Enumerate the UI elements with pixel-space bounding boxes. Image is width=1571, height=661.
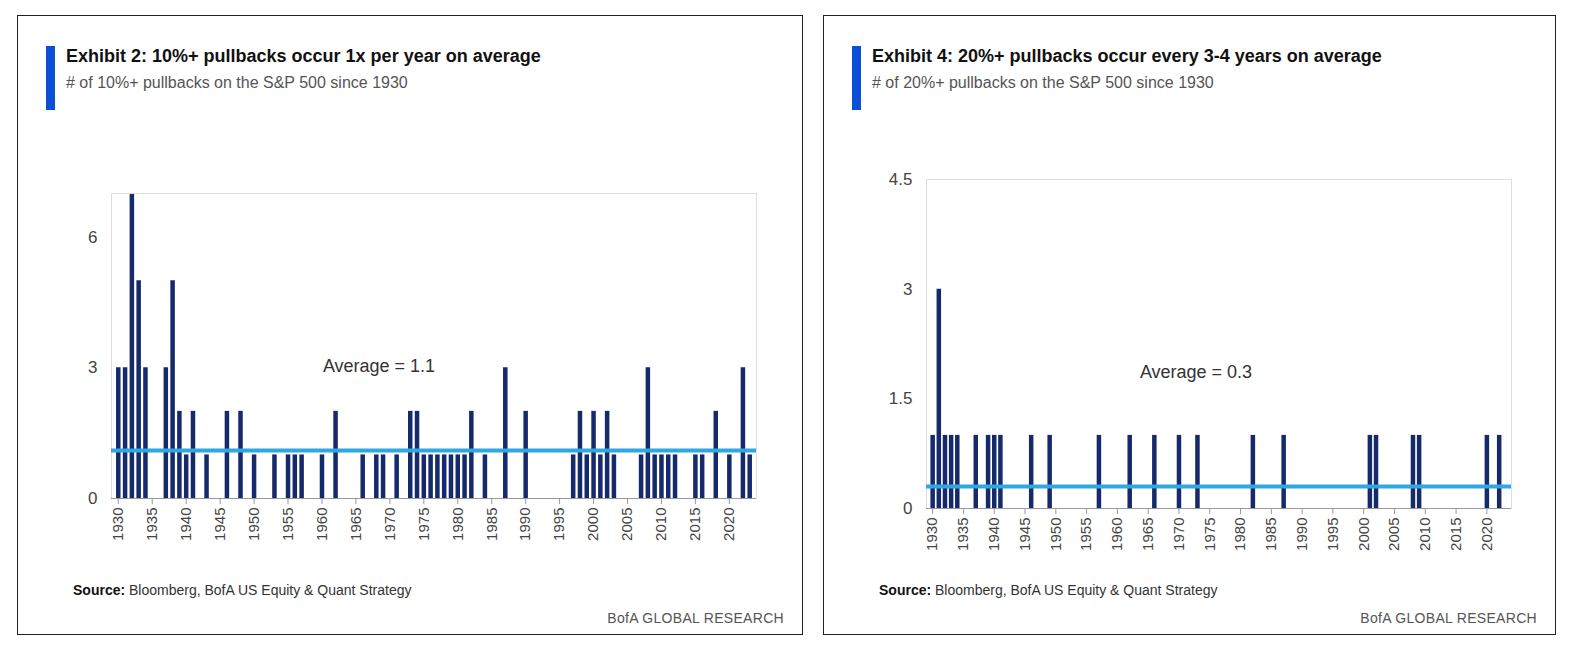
svg-text:0: 0 bbox=[903, 499, 912, 518]
svg-text:1935: 1935 bbox=[143, 508, 160, 541]
svg-text:1945: 1945 bbox=[211, 508, 228, 541]
svg-text:1980: 1980 bbox=[1231, 518, 1248, 551]
svg-text:1990: 1990 bbox=[1293, 518, 1310, 551]
svg-text:1950: 1950 bbox=[245, 508, 262, 541]
svg-text:1940: 1940 bbox=[177, 508, 194, 541]
svg-text:1990: 1990 bbox=[516, 508, 533, 541]
svg-text:2020: 2020 bbox=[1478, 518, 1495, 551]
svg-text:1.5: 1.5 bbox=[889, 389, 913, 408]
svg-text:2010: 2010 bbox=[652, 508, 669, 541]
svg-text:1985: 1985 bbox=[1262, 518, 1279, 551]
html-text:# of 10%+ pullbacks on the S&P: # of 10%+ pullbacks on the S&P 500 since… bbox=[66, 74, 408, 91]
svg-text:6: 6 bbox=[88, 228, 97, 247]
svg-text:1985: 1985 bbox=[483, 508, 500, 541]
svg-text:2010: 2010 bbox=[1416, 518, 1433, 551]
svg-text:1930: 1930 bbox=[923, 518, 940, 551]
html-text:Source: Bloomberg, BofA US Equ: Source: Bloomberg, BofA US Equity & Quan… bbox=[73, 582, 412, 598]
svg-text:1995: 1995 bbox=[1324, 518, 1341, 551]
html-text:BofA GLOBAL RESEARCH: BofA GLOBAL RESEARCH bbox=[607, 610, 784, 626]
svg-text:1975: 1975 bbox=[1201, 518, 1218, 551]
svg-text:1965: 1965 bbox=[1139, 518, 1156, 551]
svg-text:1975: 1975 bbox=[415, 508, 432, 541]
svg-text:2005: 2005 bbox=[1385, 518, 1402, 551]
svg-text:1995: 1995 bbox=[550, 508, 567, 541]
svg-text:4.5: 4.5 bbox=[889, 170, 913, 189]
svg-text:1955: 1955 bbox=[1077, 518, 1094, 551]
svg-text:Average = 1.1: Average = 1.1 bbox=[323, 356, 435, 376]
html-text:Source: Bloomberg, BofA US Equ: Source: Bloomberg, BofA US Equity & Quan… bbox=[879, 582, 1218, 598]
html-text:Exhibit 2: 10%+ pullbacks occu: Exhibit 2: 10%+ pullbacks occur 1x per y… bbox=[66, 46, 541, 66]
svg-text:1930: 1930 bbox=[109, 508, 126, 541]
svg-text:1950: 1950 bbox=[1047, 518, 1064, 551]
svg-text:1940: 1940 bbox=[985, 518, 1002, 551]
svg-text:2020: 2020 bbox=[720, 508, 737, 541]
svg-text:3: 3 bbox=[88, 358, 97, 377]
svg-text:2005: 2005 bbox=[618, 508, 635, 541]
svg-text:1980: 1980 bbox=[449, 508, 466, 541]
html-text:BofA GLOBAL RESEARCH: BofA GLOBAL RESEARCH bbox=[1360, 610, 1537, 626]
svg-text:1970: 1970 bbox=[381, 508, 398, 541]
svg-text:1965: 1965 bbox=[347, 508, 364, 541]
svg-text:1970: 1970 bbox=[1170, 518, 1187, 551]
svg-text:3: 3 bbox=[903, 280, 912, 299]
svg-text:1935: 1935 bbox=[954, 518, 971, 551]
svg-text:2000: 2000 bbox=[584, 508, 601, 541]
svg-text:2015: 2015 bbox=[1447, 518, 1464, 551]
html-text:Exhibit 4: 20%+ pullbacks occu: Exhibit 4: 20%+ pullbacks occur every 3-… bbox=[872, 46, 1382, 66]
svg-text:0: 0 bbox=[88, 489, 97, 508]
svg-text:2015: 2015 bbox=[686, 508, 703, 541]
svg-text:1960: 1960 bbox=[1108, 518, 1125, 551]
svg-text:1955: 1955 bbox=[279, 508, 296, 541]
svg-text:1945: 1945 bbox=[1016, 518, 1033, 551]
svg-text:1960: 1960 bbox=[313, 508, 330, 541]
svg-text:Average = 0.3: Average = 0.3 bbox=[1140, 362, 1252, 382]
svg-text:2000: 2000 bbox=[1355, 518, 1372, 551]
html-text:# of 20%+ pullbacks on the S&P: # of 20%+ pullbacks on the S&P 500 since… bbox=[872, 74, 1214, 91]
